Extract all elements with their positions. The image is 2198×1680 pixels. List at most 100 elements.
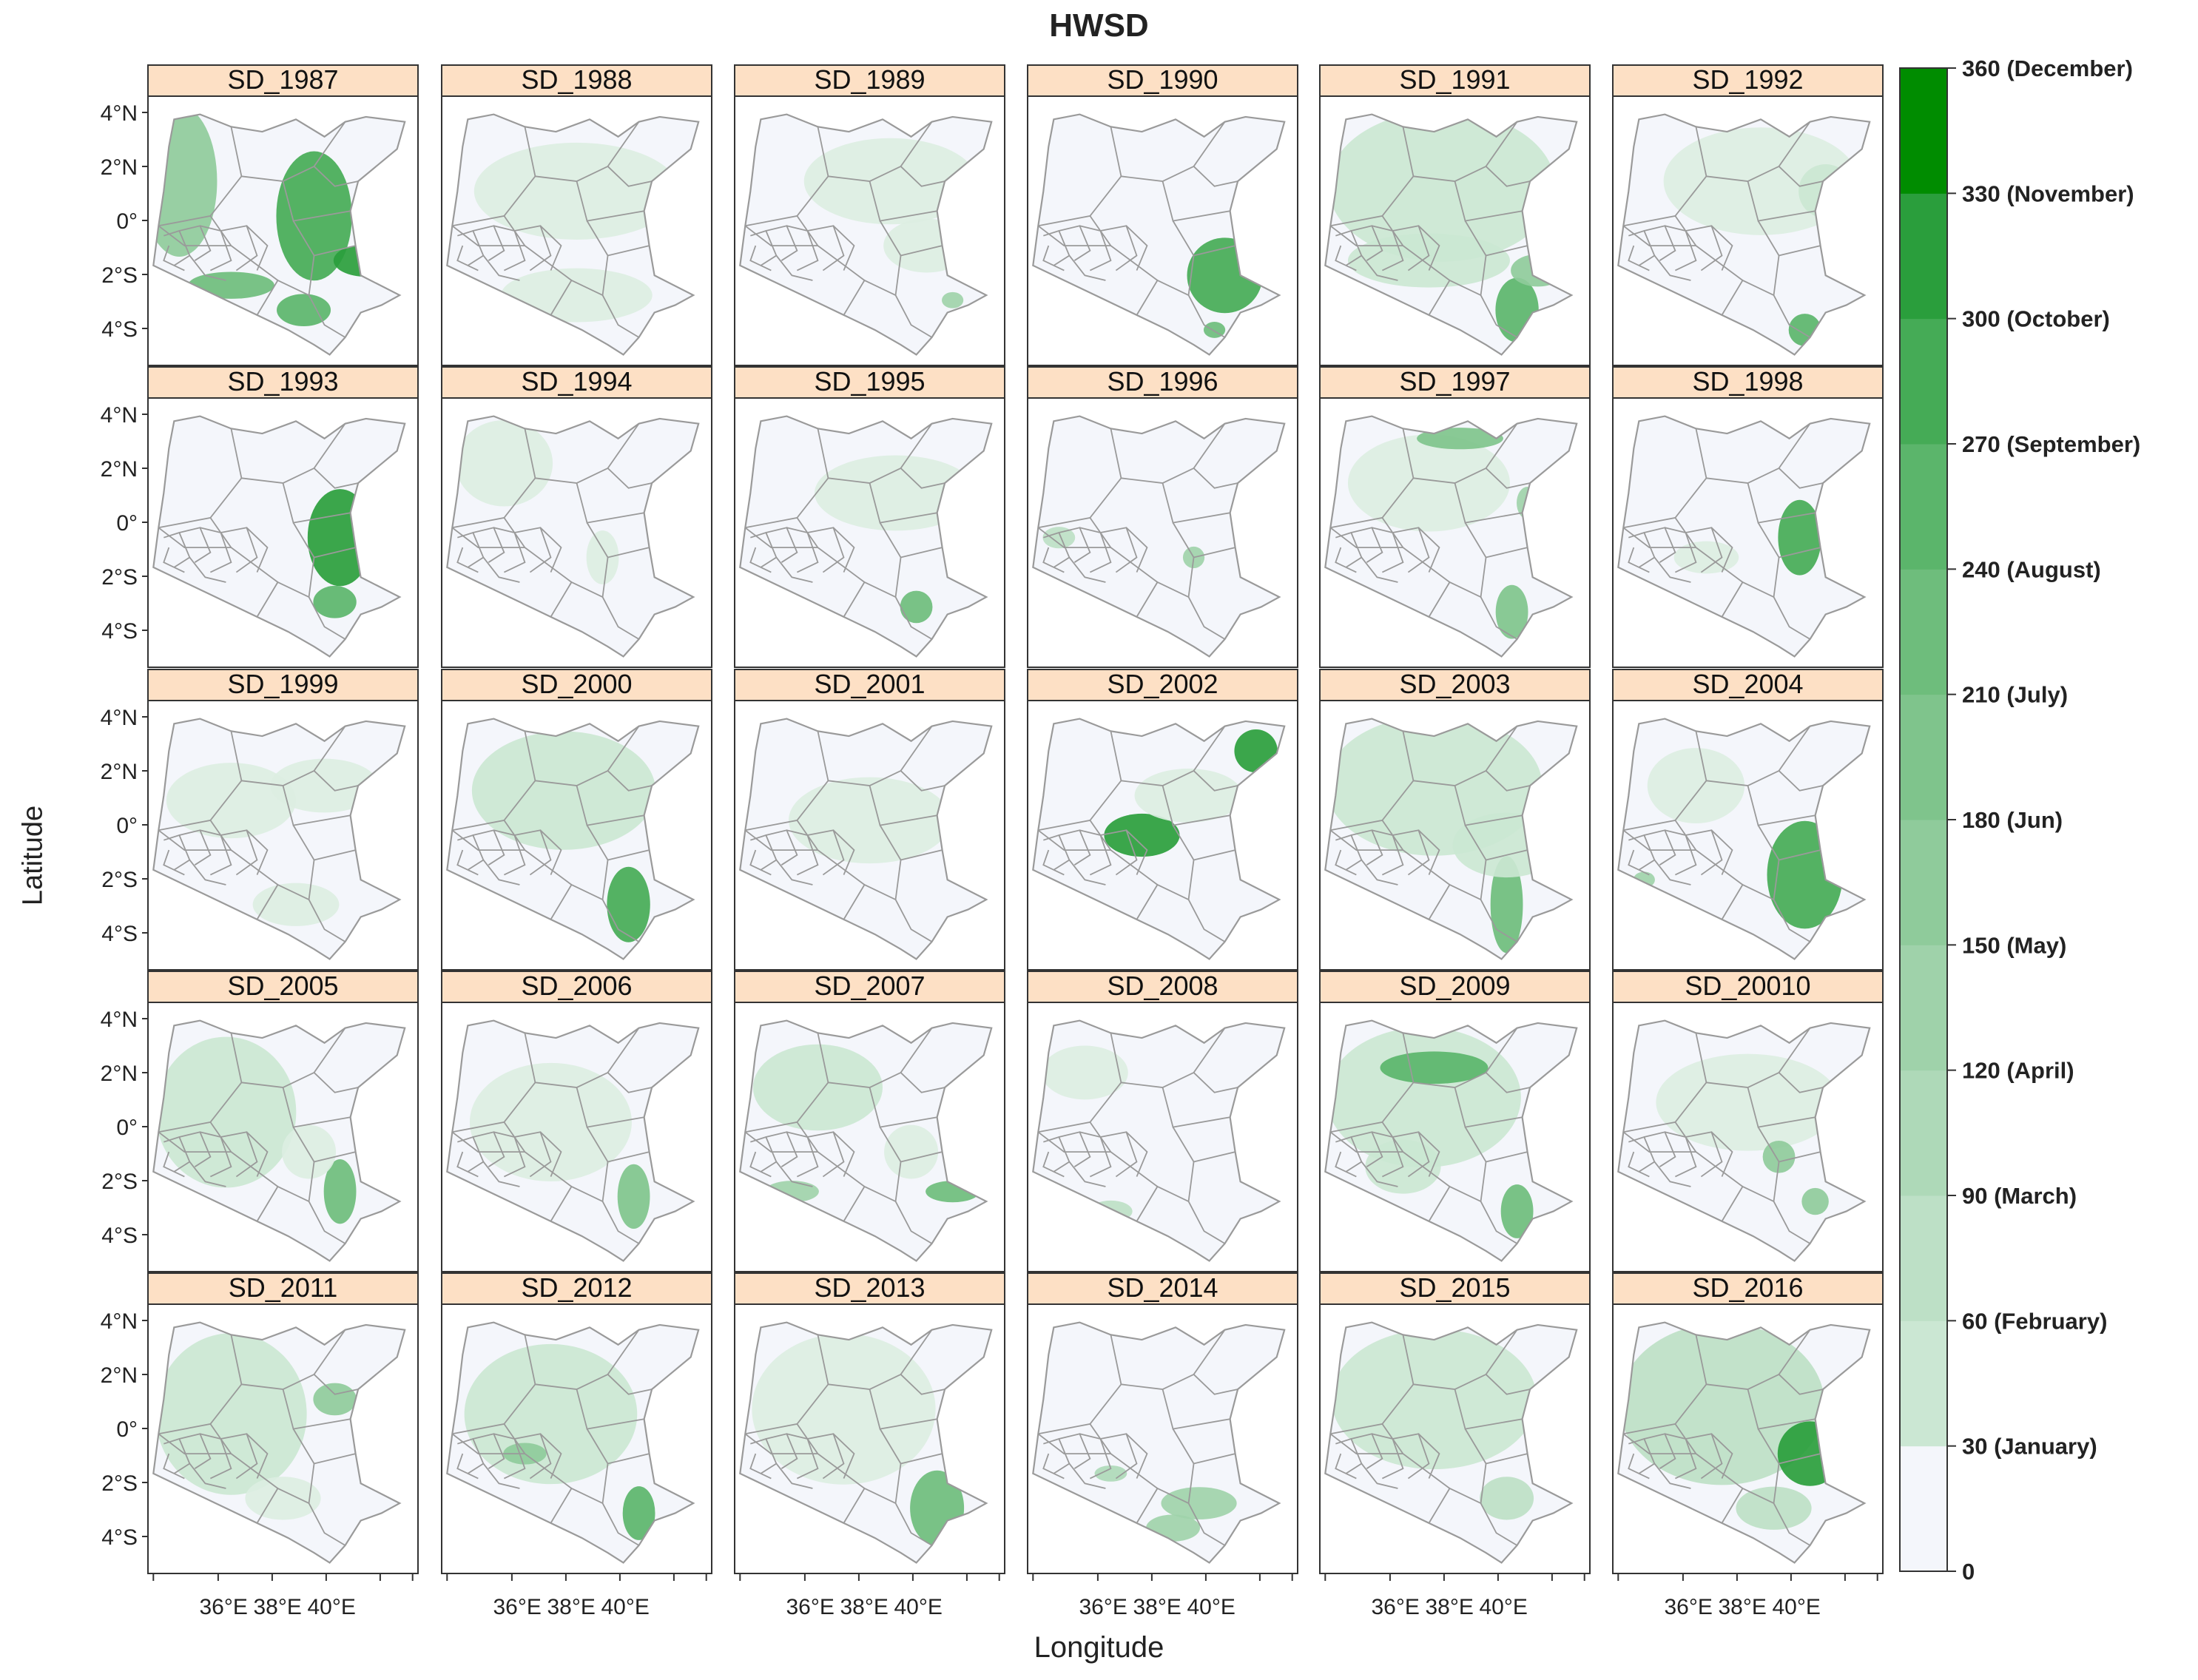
county-boundary xyxy=(200,829,232,876)
panel-strip xyxy=(441,1272,712,1305)
county-boundary xyxy=(1485,166,1531,187)
y-tick-label: 2°N xyxy=(101,457,138,482)
kenya-boundary xyxy=(739,718,993,960)
county-boundary xyxy=(1125,527,1148,573)
shaded-zone xyxy=(1736,1486,1812,1530)
map-panel: SD_1999 4°N 2°N 0° 2°S 4°S xyxy=(101,669,419,971)
shaded-zone xyxy=(1480,1477,1534,1520)
county-boundary xyxy=(1721,883,1774,920)
map-panel: SD_1995 xyxy=(734,366,1005,668)
kenya-boundary xyxy=(446,415,700,658)
county-boundary xyxy=(894,557,933,640)
panel-strip xyxy=(1612,669,1884,701)
county-boundary xyxy=(200,225,232,271)
y-tick-label: 4°N xyxy=(101,706,138,730)
county-boundary xyxy=(1485,468,1531,489)
county-boundary xyxy=(750,229,778,266)
shaded-zone xyxy=(1042,527,1076,549)
county-boundary xyxy=(1079,225,1112,271)
county-boundary xyxy=(749,1453,772,1480)
panel-strip xyxy=(441,669,712,701)
x-tick-label: 38°E xyxy=(254,1595,302,1619)
county-boundary xyxy=(256,883,309,920)
y-tick-label: 4°S xyxy=(101,619,138,644)
county-boundary xyxy=(1706,1028,1811,1088)
kenya-boundary xyxy=(1617,415,1871,658)
county-boundary xyxy=(1079,1131,1112,1178)
shaded-zone xyxy=(1656,1053,1840,1151)
county-boundary xyxy=(313,468,359,489)
county-boundary xyxy=(163,547,185,573)
county-boundary xyxy=(1330,1335,1415,1435)
colorbar-segment xyxy=(1900,444,1947,570)
county-boundary xyxy=(1747,1389,1816,1430)
county-boundary xyxy=(241,423,346,484)
county-boundary xyxy=(158,1335,243,1435)
county-boundary xyxy=(456,1453,479,1480)
county-boundary xyxy=(1329,1433,1403,1454)
county-boundary xyxy=(163,1136,191,1173)
kenya-boundary xyxy=(152,718,406,960)
county-boundary xyxy=(1335,1151,1357,1178)
county-boundary xyxy=(1100,1433,1138,1480)
panel-title: SD_1987 xyxy=(227,64,338,95)
map-panel: SD_2009 xyxy=(1319,971,1591,1272)
county-boundary xyxy=(1351,829,1383,866)
county-boundary xyxy=(282,785,351,826)
panel-title: SD_2007 xyxy=(814,971,925,1001)
county-boundary xyxy=(1710,527,1733,573)
county-boundary xyxy=(1685,1433,1723,1480)
kenya-boundary xyxy=(1324,113,1578,356)
county-boundary xyxy=(1136,1487,1189,1524)
county-boundary xyxy=(807,527,845,573)
county-boundary xyxy=(220,527,258,573)
county-boundary xyxy=(745,1033,829,1133)
county-boundary xyxy=(1622,829,1696,851)
panel-title: SD_2011 xyxy=(229,1272,337,1303)
county-boundary xyxy=(1121,1028,1226,1088)
county-boundary xyxy=(1392,1131,1430,1178)
county-boundary xyxy=(1068,1463,1106,1489)
county-boundary xyxy=(1454,785,1523,826)
county-boundary xyxy=(1623,731,1708,831)
county-boundary xyxy=(1773,1161,1811,1244)
county-boundary xyxy=(1665,225,1697,271)
county-boundary xyxy=(1335,849,1357,876)
county-boundary xyxy=(451,1433,525,1454)
panel-title: SD_2016 xyxy=(1692,1272,1803,1303)
county-boundary xyxy=(189,254,226,281)
county-boundary xyxy=(1121,423,1226,484)
map-panel: SD_2008 xyxy=(1027,971,1298,1272)
y-tick-label: 2°N xyxy=(101,1062,138,1086)
county-boundary xyxy=(832,225,855,271)
county-boundary xyxy=(786,1433,819,1480)
x-axis-title: Longitude xyxy=(1034,1631,1164,1664)
county-boundary xyxy=(189,1161,226,1187)
county-boundary xyxy=(1136,1185,1189,1222)
county-boundary xyxy=(163,531,191,568)
county-boundary xyxy=(1172,522,1235,559)
shaded-zone xyxy=(1500,1184,1534,1238)
county-boundary xyxy=(869,1087,937,1128)
map-panel: SD_1996 xyxy=(1027,366,1298,668)
county-boundary xyxy=(1653,1463,1691,1489)
county-boundary xyxy=(900,166,945,187)
panel-title: SD_1997 xyxy=(1399,366,1510,397)
county-boundary xyxy=(828,726,933,786)
county-boundary xyxy=(1335,834,1363,871)
panel-strip xyxy=(1027,669,1298,701)
county-boundary xyxy=(1417,1131,1440,1177)
county-boundary xyxy=(1330,1033,1415,1133)
county-boundary xyxy=(493,527,526,573)
colorbar-tick-label: 360 (December) xyxy=(1962,55,2133,81)
county-boundary xyxy=(607,468,653,489)
county-boundary xyxy=(200,1433,232,1480)
y-tick-label: 2°N xyxy=(101,155,138,180)
county-boundary xyxy=(869,1389,937,1430)
county-boundary xyxy=(539,829,562,875)
county-boundary xyxy=(1100,1131,1138,1178)
county-boundary xyxy=(514,829,552,876)
panel-strip xyxy=(1027,64,1298,97)
shaded-zone xyxy=(1647,748,1745,823)
county-boundary xyxy=(1329,1131,1403,1153)
